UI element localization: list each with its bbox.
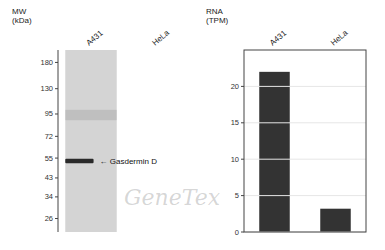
band [65, 159, 93, 163]
annotation: ← Gasdermin D [100, 157, 158, 166]
grid-line [244, 86, 366, 87]
plot-area [65, 50, 116, 232]
grid-line [244, 122, 366, 123]
y-tick-label: 10 [231, 155, 239, 164]
y-axis-line [58, 50, 59, 232]
y-tick-label: 43 [45, 173, 53, 182]
y-tick [241, 195, 244, 196]
y-tick [241, 232, 244, 233]
x-tick-label: A431 [268, 28, 289, 47]
y-tick-label: 130 [40, 84, 53, 93]
bar [259, 72, 290, 232]
y-tick-label: 15 [231, 118, 239, 127]
y-tick [241, 86, 244, 87]
x-tick-label: HeLa [329, 28, 350, 48]
y-tick-label: 72 [45, 132, 53, 141]
smear [65, 110, 116, 120]
y-tick-label: 0 [235, 228, 239, 237]
y-tick [55, 62, 58, 63]
y-tick [55, 113, 58, 114]
x-tick-label: A431 [85, 28, 106, 47]
y-tick [55, 196, 58, 197]
x-tick-label: HeLa [151, 28, 172, 48]
y-tick [241, 159, 244, 160]
axis-label-line: (kDa) [12, 16, 32, 25]
y-tick-label: 20 [231, 82, 239, 91]
bar-panel: 0 5 10 15 20 A431 HeLa RNA(TPM) [206, 7, 366, 237]
y-tick [55, 88, 58, 89]
y-tick-label: 26 [45, 214, 53, 223]
grid-line [244, 159, 366, 160]
grid-line [244, 195, 366, 196]
watermark: GeneTex [124, 185, 221, 210]
y-tick [55, 177, 58, 178]
axis-label: RNA(TPM) [206, 7, 229, 25]
plot-area [259, 72, 351, 232]
axis-label: MW(kDa) [12, 7, 32, 25]
plot-frame [244, 50, 366, 232]
y-tick-label: 95 [45, 109, 53, 118]
y-tick [55, 136, 58, 137]
axis-label-line: RNA [206, 7, 224, 16]
y-tick-label: 180 [40, 58, 53, 67]
axis-label-line: MW [12, 7, 27, 16]
y-tick [55, 218, 58, 219]
y-tick-label: 55 [45, 154, 53, 163]
y-tick [241, 122, 244, 123]
y-tick [55, 158, 58, 159]
y-tick-label: 34 [45, 192, 53, 201]
axis-label-line: (TPM) [206, 16, 229, 25]
gel-lane [65, 50, 116, 232]
y-tick-label: 5 [235, 191, 239, 200]
figure: ← Gasdermin D 180 130 95 72 55 43 34 26 A431 HeLa M… [0, 0, 385, 250]
bar [320, 209, 351, 232]
